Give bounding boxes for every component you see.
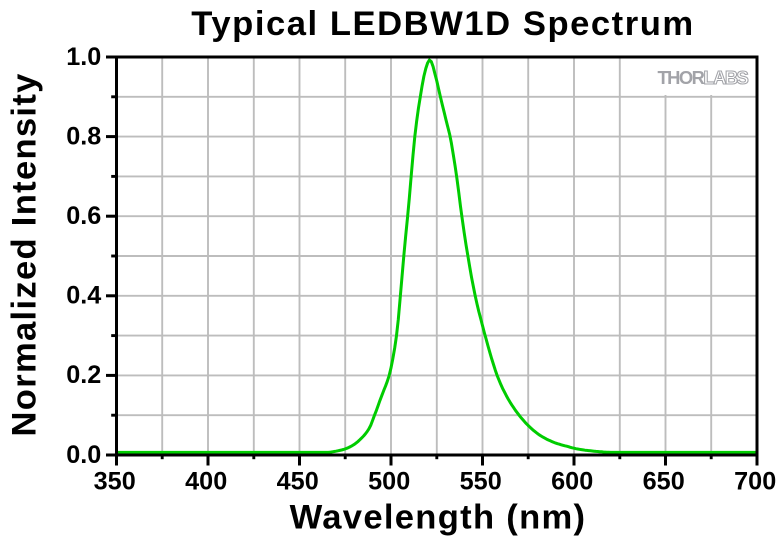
svg-text:650: 650: [643, 467, 685, 495]
svg-text:0.2: 0.2: [66, 361, 101, 389]
svg-text:550: 550: [460, 467, 502, 495]
svg-text:0.4: 0.4: [66, 282, 101, 310]
svg-text:THORLABS: THORLABS: [658, 67, 749, 88]
svg-text:1.0: 1.0: [66, 43, 101, 71]
svg-text:Typical LEDBW1D Spectrum: Typical LEDBW1D Spectrum: [191, 5, 694, 43]
svg-text:0.8: 0.8: [66, 122, 101, 150]
svg-text:700: 700: [734, 467, 776, 495]
svg-text:400: 400: [185, 467, 227, 495]
svg-text:350: 350: [94, 467, 136, 495]
svg-text:500: 500: [368, 467, 410, 495]
svg-text:0.0: 0.0: [66, 441, 101, 469]
svg-text:Wavelength (nm): Wavelength (nm): [290, 498, 587, 536]
svg-text:450: 450: [277, 467, 319, 495]
svg-text:Normalized Intensity: Normalized Intensity: [6, 72, 44, 436]
svg-text:0.6: 0.6: [66, 202, 101, 230]
svg-text:600: 600: [551, 467, 593, 495]
